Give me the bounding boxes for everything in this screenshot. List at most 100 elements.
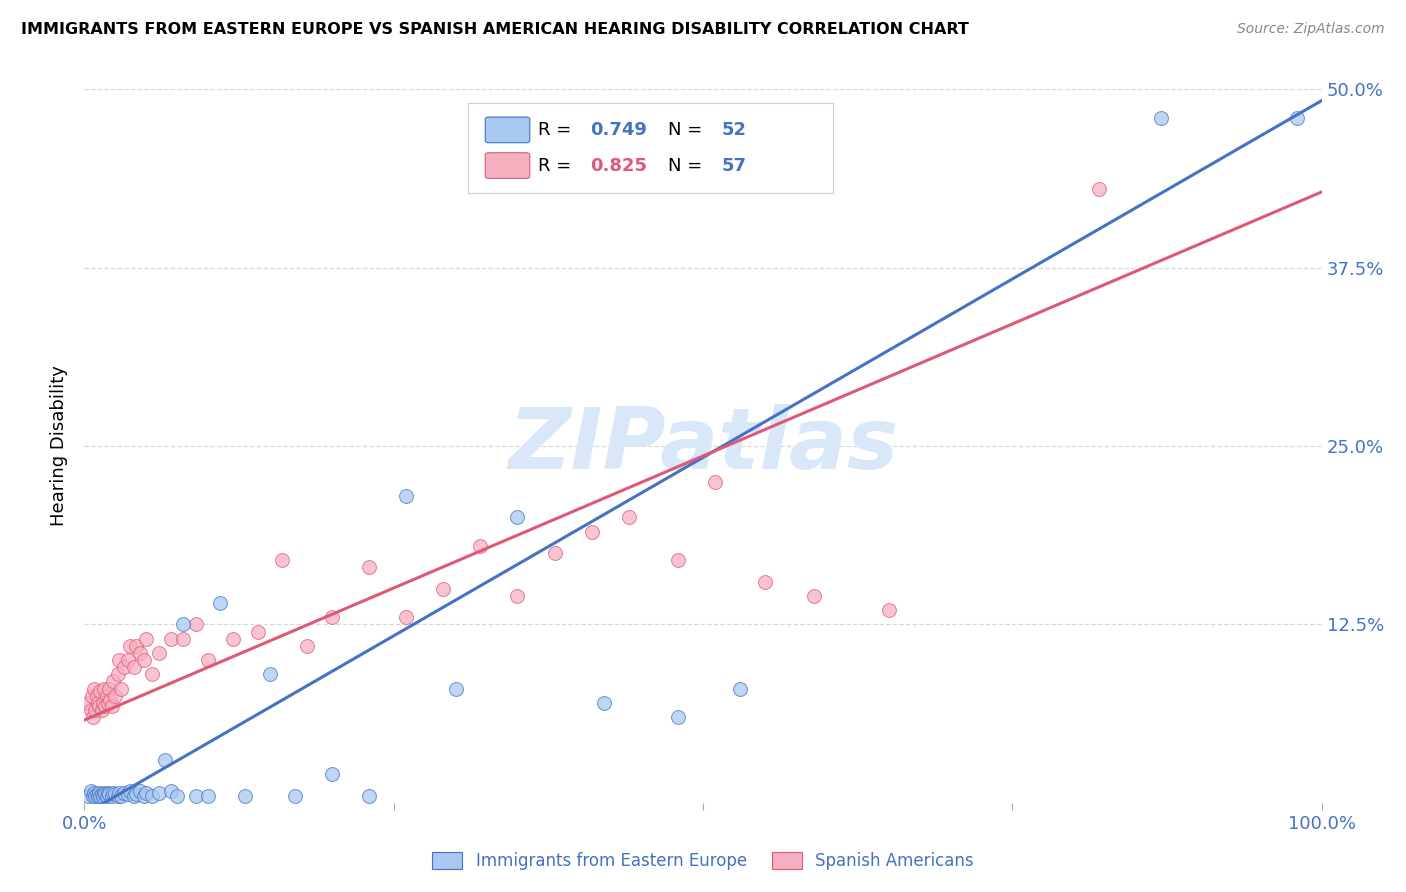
Point (77, 789, 100, 803)
Point (84, 789, 107, 803)
Point (120, 784, 142, 798)
Point (754, 574, 776, 589)
Text: 0.825: 0.825 (591, 157, 647, 175)
Point (160, 784, 183, 798)
Point (104, 787, 127, 801)
Point (271, 553, 294, 567)
Point (90, 703, 112, 717)
Point (117, 653, 139, 667)
Point (107, 789, 129, 803)
Point (222, 632, 245, 646)
Point (122, 660, 145, 674)
Point (101, 786, 124, 800)
Point (108, 786, 131, 800)
Point (107, 667, 129, 681)
Point (94, 698, 117, 713)
Text: 52: 52 (721, 121, 747, 139)
Point (148, 786, 170, 800)
Point (704, 475, 727, 489)
FancyBboxPatch shape (485, 117, 530, 143)
Point (129, 784, 152, 798)
Point (98, 787, 121, 801)
Point (135, 786, 157, 800)
Point (295, 639, 318, 653)
Point (125, 639, 148, 653)
Text: N =: N = (668, 121, 709, 139)
Point (593, 696, 616, 710)
Point (77, 696, 100, 710)
Point (132, 653, 155, 667)
Point (153, 753, 176, 767)
Point (101, 674, 124, 689)
Point (132, 789, 155, 803)
Point (321, 610, 343, 624)
Point (357, 560, 380, 574)
Point (96, 789, 118, 803)
Point (184, 617, 207, 632)
Point (1285, 111, 1308, 125)
Point (166, 789, 188, 803)
Point (117, 787, 139, 801)
Point (728, 681, 751, 696)
Point (83, 786, 105, 800)
Point (1150, 111, 1173, 125)
Point (444, 681, 467, 696)
Point (122, 789, 145, 803)
Point (395, 610, 418, 624)
Point (89, 684, 111, 698)
Point (617, 510, 640, 524)
Point (108, 653, 131, 667)
Point (246, 624, 269, 639)
Point (86, 689, 108, 703)
Point (112, 786, 135, 800)
Point (110, 681, 132, 696)
Point (87, 789, 110, 803)
Point (104, 689, 127, 703)
Point (197, 653, 219, 667)
Point (93, 786, 115, 800)
Point (84, 703, 107, 717)
Text: IMMIGRANTS FROM EASTERN EUROPE VS SPANISH AMERICAN HEARING DISABILITY CORRELATIO: IMMIGRANTS FROM EASTERN EUROPE VS SPANIS… (21, 22, 969, 37)
Point (98, 681, 121, 696)
Text: 57: 57 (721, 157, 747, 175)
Point (432, 582, 454, 596)
Point (112, 660, 135, 674)
Point (100, 789, 122, 803)
Text: Source: ZipAtlas.com: Source: ZipAtlas.com (1237, 22, 1385, 37)
Point (79, 703, 101, 717)
Point (80, 689, 103, 703)
Point (284, 789, 307, 803)
Point (82, 710, 104, 724)
Point (666, 553, 689, 567)
Point (110, 789, 132, 803)
Point (129, 646, 152, 660)
Point (94, 787, 117, 801)
Point (96, 689, 118, 703)
Point (160, 632, 183, 646)
Point (89, 789, 111, 803)
Point (1088, 182, 1111, 196)
Text: R =: R = (538, 157, 578, 175)
Point (470, 539, 492, 553)
Point (89, 698, 111, 713)
Legend: Immigrants from Eastern Europe, Spanish Americans: Immigrants from Eastern Europe, Spanish … (426, 845, 980, 877)
Point (666, 710, 689, 724)
Point (91, 789, 114, 803)
Point (93, 681, 115, 696)
Point (97, 696, 120, 710)
Point (100, 698, 122, 713)
Y-axis label: Hearing Disability: Hearing Disability (49, 366, 67, 526)
Point (82, 789, 104, 803)
Point (197, 789, 219, 803)
Point (321, 767, 343, 781)
Point (79, 784, 101, 798)
Text: R =: R = (538, 121, 578, 139)
Point (87, 696, 110, 710)
Point (543, 546, 565, 560)
Point (135, 632, 157, 646)
Point (120, 639, 142, 653)
Point (141, 789, 163, 803)
Point (172, 617, 194, 632)
Point (803, 589, 825, 603)
Point (209, 596, 232, 610)
